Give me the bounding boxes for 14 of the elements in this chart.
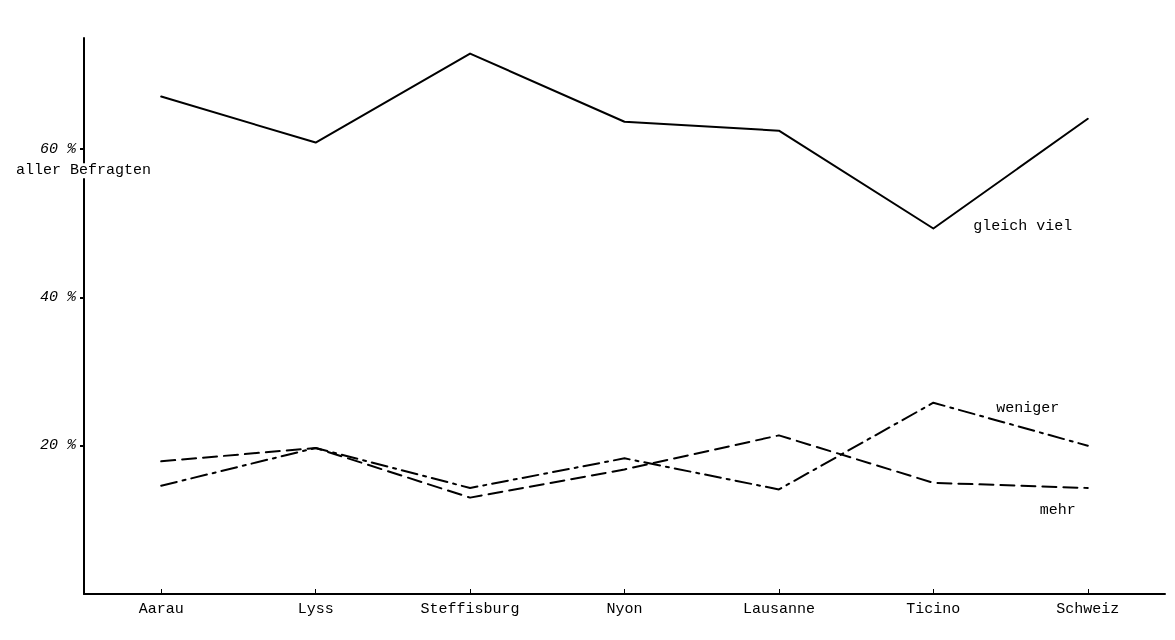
x-tick-label: Lausanne [742,601,815,618]
y-tick-label: 60 % [39,140,77,158]
x-tick-label: Lyss [297,601,334,618]
x-tick-label: Nyon [606,601,643,618]
series-label: weniger [996,399,1060,417]
series-label: gleich viel [973,217,1073,235]
y-tick-label: 40 % [39,288,77,306]
x-tick-label: Schweiz [1056,601,1120,618]
x-tick-label: Steffisburg [420,601,520,618]
series-label: mehr [1039,501,1076,519]
y-tick-label: 20 % [39,437,77,455]
x-tick-label: Ticino [906,601,961,618]
x-tick-label: Aarau [138,601,184,618]
y-axis-title: aller Befragten [16,162,152,180]
